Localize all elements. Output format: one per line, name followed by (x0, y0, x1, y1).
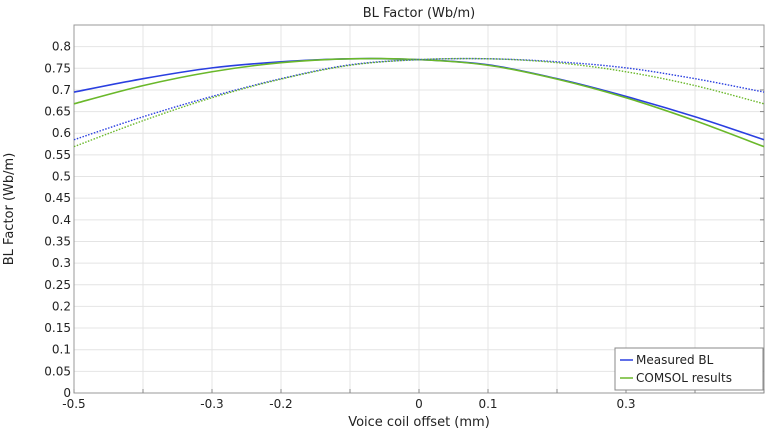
y-tick-label: 0 (63, 386, 71, 400)
y-tick-label: 0.65 (44, 105, 71, 119)
y-tick-label: 0.55 (44, 148, 71, 162)
y-tick-label: 0.25 (44, 278, 71, 292)
y-tick-label: 0.45 (44, 191, 71, 205)
x-tick-label: 0.3 (616, 397, 635, 411)
chart-title: BL Factor (Wb/m) (363, 6, 476, 21)
x-tick-label: 0.1 (478, 397, 497, 411)
y-tick-label: 0.15 (44, 321, 71, 335)
dotted-series-line-2 (73, 57, 765, 141)
y-tick-label: 0.1 (52, 343, 71, 357)
y-axis-label: BL Factor (Wb/m) (2, 153, 17, 266)
y-tick-label: 0.75 (44, 61, 71, 75)
legend-label-comsol: COMSOL results (636, 371, 732, 385)
x-axis-label: Voice coil offset (mm) (348, 415, 490, 430)
y-tick-label: 0.5 (52, 170, 71, 184)
ticks: -0.5 -0.3 -0.2 0 0.1 0.3 0 0.05 0.1 0.15 0.2 0.25 0.… (44, 40, 765, 411)
y-tick-label: 0.05 (44, 364, 71, 378)
x-tick-label: -0.3 (200, 397, 223, 411)
y-tick-label: 0.6 (52, 126, 71, 140)
x-tick-label: -0.2 (269, 397, 292, 411)
y-tick-label: 0.2 (52, 299, 71, 313)
x-tick-label: 0 (415, 397, 423, 411)
x-tick-label: -0.5 (62, 397, 85, 411)
y-tick-label: 0.4 (52, 213, 71, 227)
y-tick-label: 0.35 (44, 234, 71, 248)
grid (73, 25, 765, 394)
dotted-series-line-3 (73, 57, 765, 148)
series-lines (73, 57, 765, 148)
y-tick-label: 0.3 (52, 256, 71, 270)
legend-label-measured: Measured BL (636, 353, 714, 367)
y-tick-label: 0.8 (52, 40, 71, 54)
y-tick-label: 0.7 (52, 83, 71, 97)
legend: Measured BL COMSOL results (614, 347, 764, 391)
